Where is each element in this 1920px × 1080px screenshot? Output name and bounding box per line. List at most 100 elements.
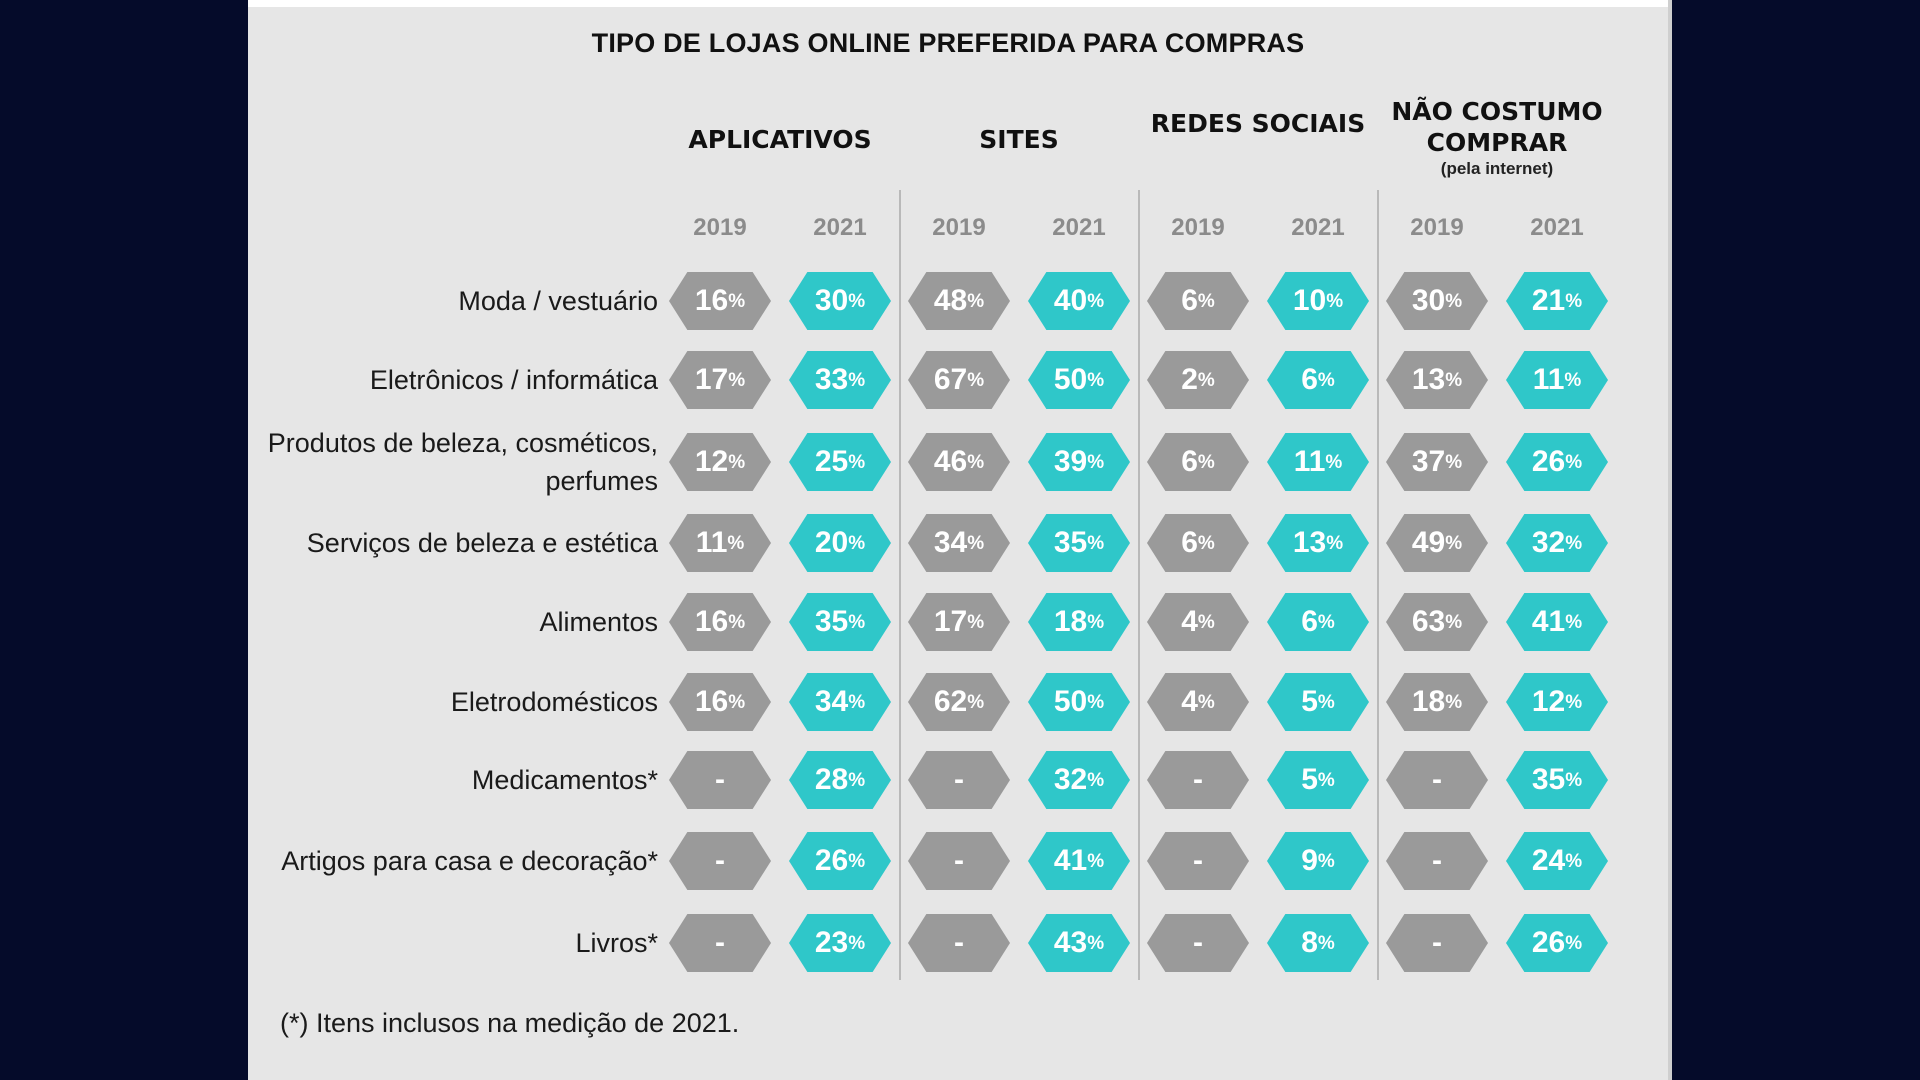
value-number: 9 xyxy=(1301,844,1318,877)
value-badge-2019: 16% xyxy=(669,593,771,651)
value-number: 35 xyxy=(814,605,849,638)
value-badge-2021: 41% xyxy=(1028,832,1130,890)
missing-value-dash: - xyxy=(1432,844,1442,877)
value-badge-2019: 6% xyxy=(1147,272,1249,330)
percent-sign: % xyxy=(848,770,866,791)
percent-sign: % xyxy=(1197,291,1215,312)
value-badge-2021: 26% xyxy=(789,832,891,890)
value-number: 33 xyxy=(814,363,849,396)
percent-sign: % xyxy=(1565,692,1583,713)
percent-sign: % xyxy=(1565,291,1583,312)
percent-sign: % xyxy=(967,370,985,391)
percent-sign: % xyxy=(967,452,985,473)
value-badge-2021: 11% xyxy=(1506,351,1608,409)
value-badge-2021: 18% xyxy=(1028,593,1130,651)
row-label: Alimentos xyxy=(539,607,658,637)
percent-sign: % xyxy=(1565,612,1583,633)
row-label-box: Alimentos xyxy=(248,577,658,667)
percent-sign: % xyxy=(967,612,985,633)
percent-sign: % xyxy=(1087,770,1105,791)
percent-sign: % xyxy=(848,933,866,954)
percent-sign: % xyxy=(1326,291,1344,312)
missing-value-dash: - xyxy=(1432,926,1442,959)
row-label-box: Artigos para casa e decoração* xyxy=(248,816,658,906)
value-number: 26 xyxy=(1531,445,1566,478)
value-number: 30 xyxy=(814,284,849,317)
row-label: Eletrônicos / informática xyxy=(369,365,658,395)
value-number: 43 xyxy=(1053,926,1088,959)
row-label: Eletrodomésticos xyxy=(450,687,658,717)
row-label-box: Medicamentos* xyxy=(248,735,658,825)
percent-sign: % xyxy=(1565,770,1583,791)
percent-sign: % xyxy=(1445,533,1463,554)
value-number: 39 xyxy=(1053,445,1088,478)
value-badge-2021: 32% xyxy=(1506,514,1608,572)
value-number: 41 xyxy=(1531,605,1566,638)
value-badge-2019: 6% xyxy=(1147,514,1249,572)
value-number: 40 xyxy=(1053,284,1088,317)
value-badge-2021: 35% xyxy=(789,593,891,651)
group-header-name: REDES SOCIAIS xyxy=(1150,109,1366,138)
value-number: 26 xyxy=(814,844,849,877)
value-number: 48 xyxy=(933,284,968,317)
value-badge-2019: 30% xyxy=(1386,272,1488,330)
value-badge-2019: - xyxy=(1147,914,1249,972)
value-badge-2019: 6% xyxy=(1147,433,1249,491)
value-badge-2019: 16% xyxy=(669,272,771,330)
row-label-box: Eletrodomésticos xyxy=(248,657,658,747)
group-header-3: NÃO COSTUMO COMPRAR (pela internet) xyxy=(1377,96,1617,180)
year-label-2019: 2019 xyxy=(693,214,747,241)
missing-value-dash: - xyxy=(954,926,964,959)
value-badge-2019: 2% xyxy=(1147,351,1249,409)
percent-sign: % xyxy=(1087,370,1105,391)
missing-value-dash: - xyxy=(1193,926,1203,959)
percent-sign: % xyxy=(1565,851,1583,872)
percent-sign: % xyxy=(967,291,985,312)
value-number: 23 xyxy=(814,926,849,959)
value-badge-2021: 8% xyxy=(1267,914,1369,972)
percent-sign: % xyxy=(1087,533,1105,554)
value-number: 21 xyxy=(1531,284,1566,317)
value-number: 13 xyxy=(1411,363,1446,396)
value-badge-2021: 13% xyxy=(1267,514,1369,572)
value-number: 11 xyxy=(1293,445,1326,478)
percent-sign: % xyxy=(1317,933,1335,954)
value-number: 5 xyxy=(1301,763,1318,796)
value-badge-2021: 41% xyxy=(1506,593,1608,651)
percent-sign: % xyxy=(728,452,746,473)
value-badge-2021: 6% xyxy=(1267,351,1369,409)
value-badge-2019: - xyxy=(669,832,771,890)
value-badge-2021: 21% xyxy=(1506,272,1608,330)
value-number: 16 xyxy=(694,685,729,718)
value-number: 11 xyxy=(695,526,728,559)
percent-sign: % xyxy=(848,612,866,633)
percent-sign: % xyxy=(1445,370,1463,391)
value-number: 32 xyxy=(1053,763,1088,796)
value-badge-2021: 24% xyxy=(1506,832,1608,890)
value-badge-2021: 28% xyxy=(789,751,891,809)
value-badge-2019: 67% xyxy=(908,351,1010,409)
value-badge-2021: 50% xyxy=(1028,351,1130,409)
value-number: 5 xyxy=(1301,685,1318,718)
group-header-name: SITES xyxy=(979,125,1059,154)
row-label: Livros* xyxy=(575,928,658,958)
missing-value-dash: - xyxy=(1432,763,1442,796)
value-badge-2019: 4% xyxy=(1147,673,1249,731)
percent-sign: % xyxy=(1445,452,1463,473)
value-number: 6 xyxy=(1181,526,1198,559)
percent-sign: % xyxy=(728,370,746,391)
percent-sign: % xyxy=(1087,851,1105,872)
group-header-0: APLICATIVOS xyxy=(660,124,900,155)
percent-sign: % xyxy=(1087,612,1105,633)
value-badge-2021: 11% xyxy=(1267,433,1369,491)
value-badge-2019: - xyxy=(1386,832,1488,890)
percent-sign: % xyxy=(1087,291,1105,312)
value-badge-2019: 46% xyxy=(908,433,1010,491)
group-header-2: REDES SOCIAIS xyxy=(1138,108,1378,139)
value-number: 34 xyxy=(814,685,849,718)
row-label: Produtos de beleza, cosméticos, perfumes xyxy=(267,428,658,496)
value-number: 11 xyxy=(1532,363,1565,396)
missing-value-dash: - xyxy=(954,844,964,877)
value-badge-2019: 18% xyxy=(1386,673,1488,731)
